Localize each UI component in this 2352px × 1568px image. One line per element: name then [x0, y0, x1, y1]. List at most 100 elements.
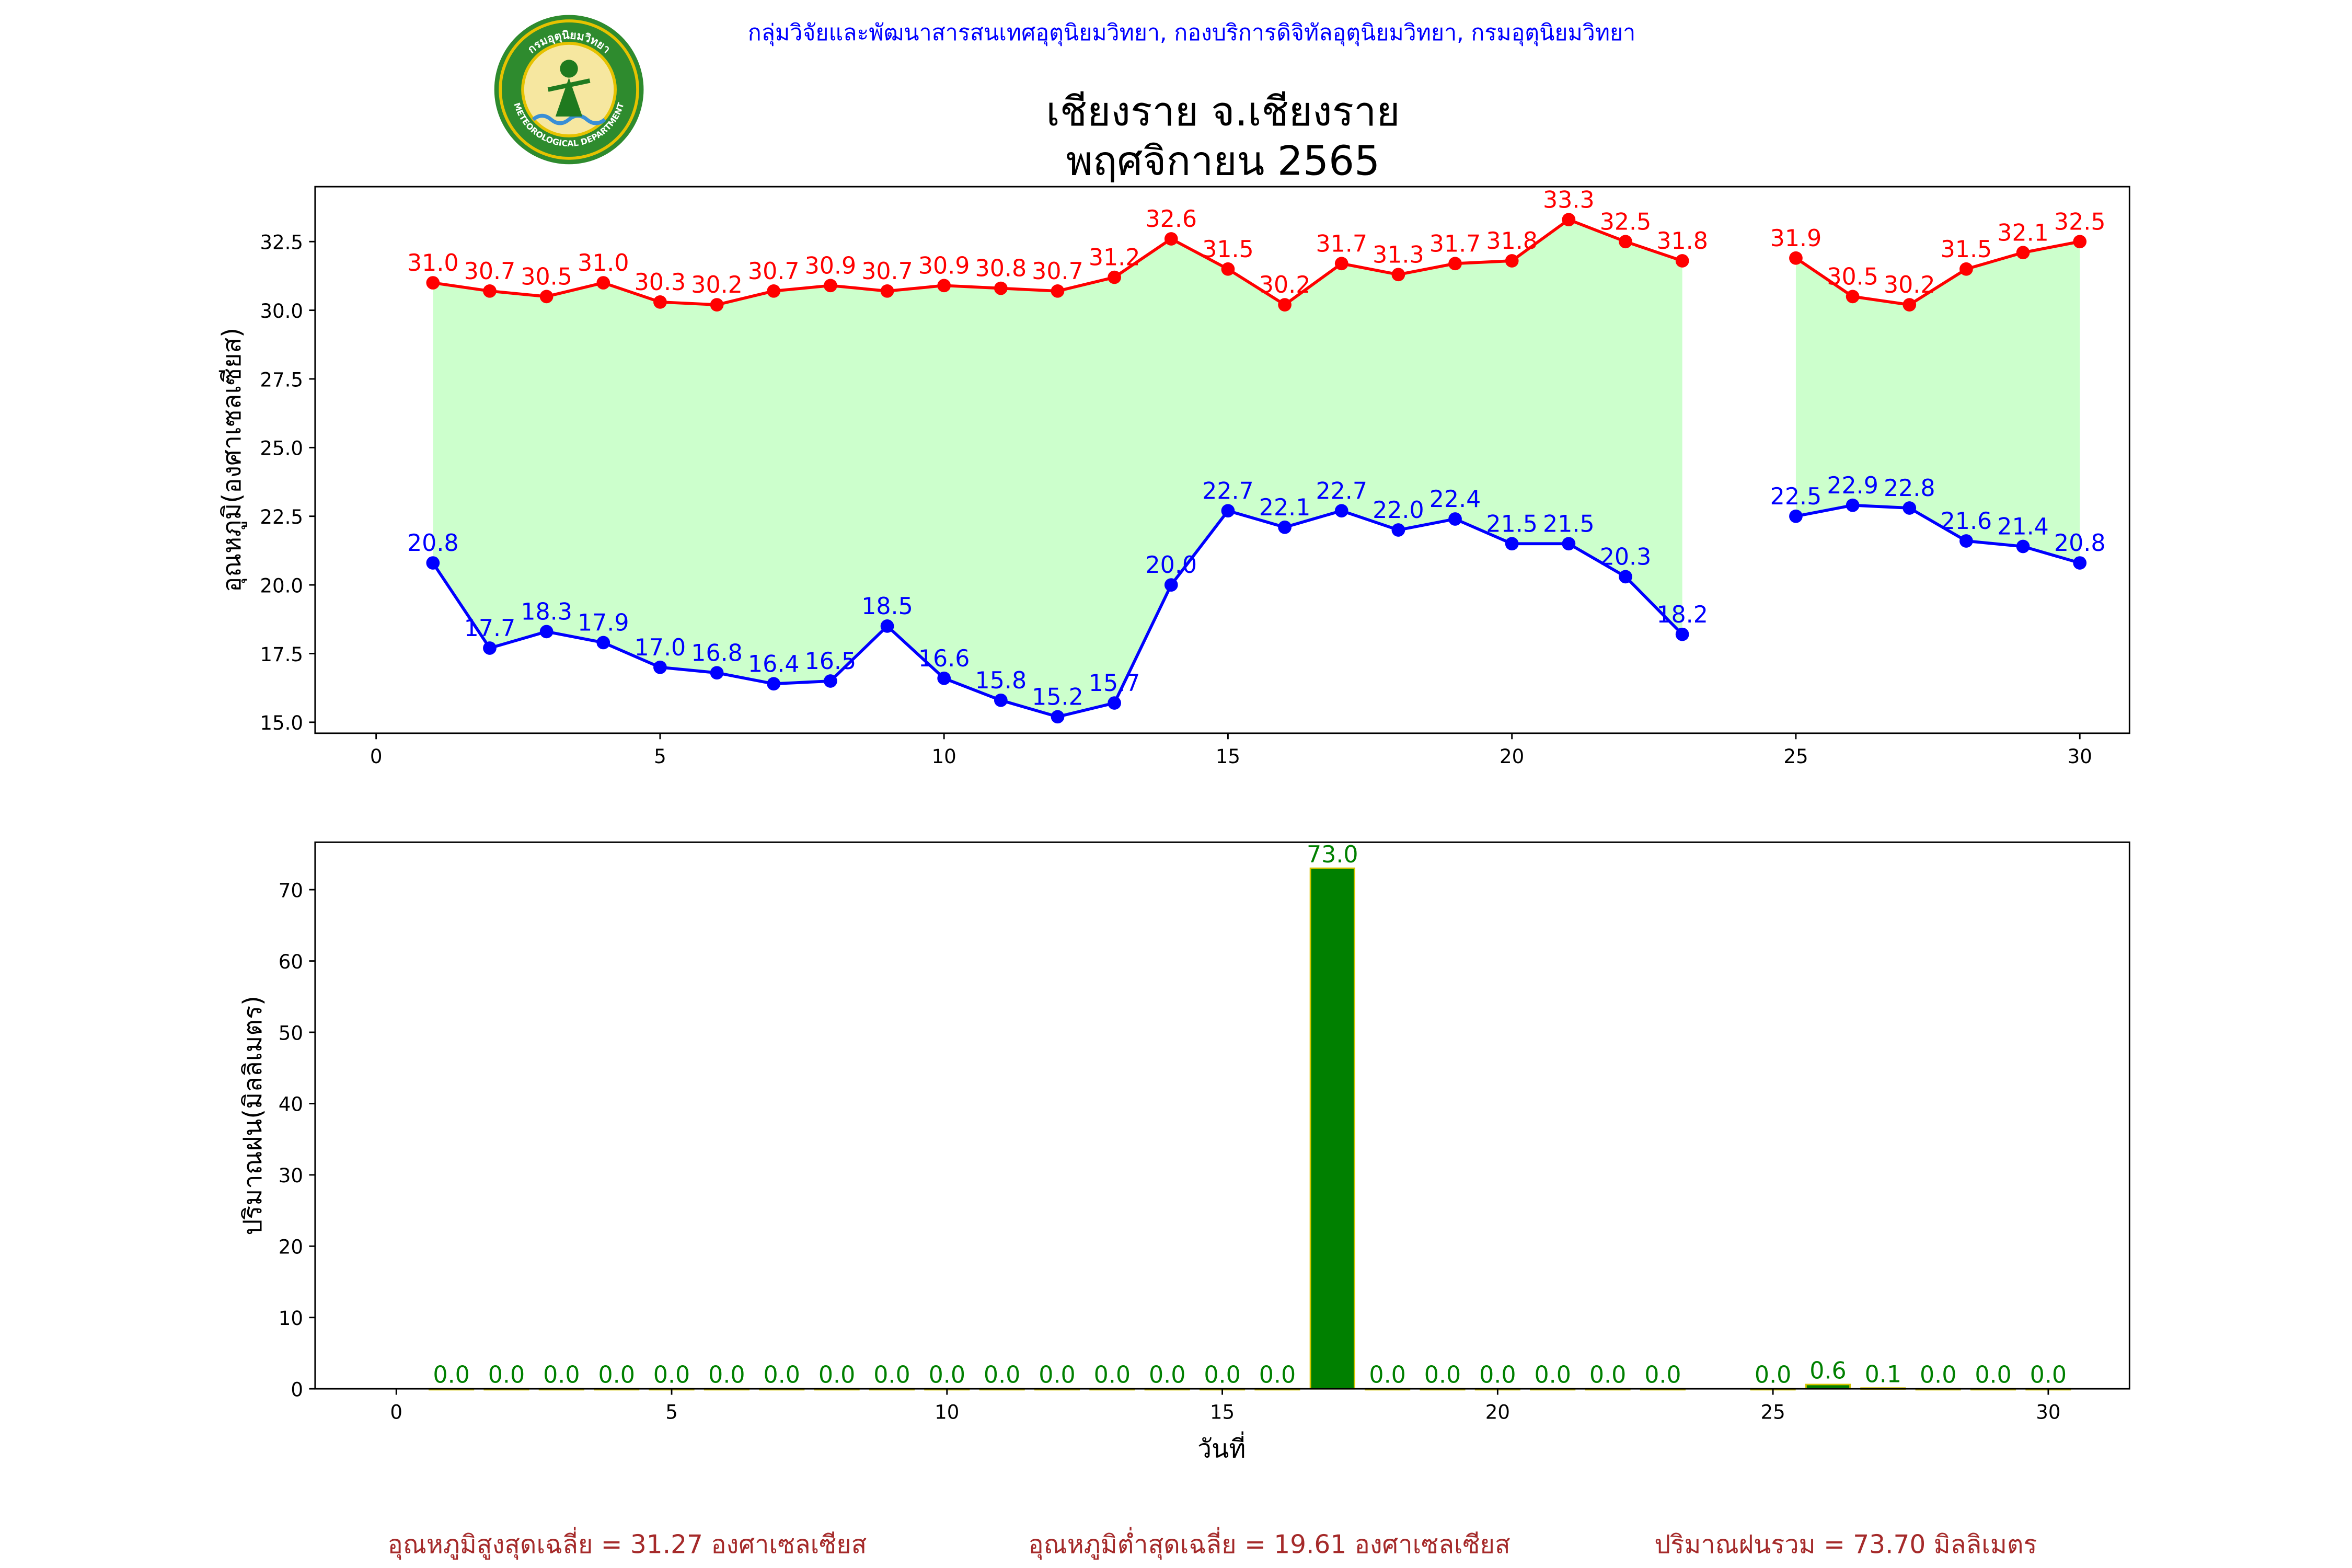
min-temperature-label: 16.5 — [805, 648, 857, 675]
temperature-x-tick-label: 10 — [932, 745, 956, 768]
temperature-x-tick-label: 0 — [370, 745, 383, 768]
total-rainfall: ปริมาณฝนรวม = 73.70 มิลลิเมตร — [1654, 1530, 2037, 1559]
rainfall-label: 0.0 — [1644, 1362, 1681, 1389]
max-temperature-point — [1334, 257, 1348, 271]
rainfall-y-axis-label: ปริมาณฝน(มิลลิเมตร) — [238, 996, 268, 1236]
max-temperature-label: 31.3 — [1373, 241, 1424, 268]
rainfall-label: 0.0 — [1149, 1362, 1185, 1389]
rainfall-label: 0.0 — [433, 1362, 469, 1389]
rainfall-label: 0.0 — [1589, 1362, 1626, 1389]
min-temperature-point — [2073, 556, 2087, 570]
min-temperature-label: 22.0 — [1373, 497, 1424, 524]
min-temperature-label: 22.5 — [1770, 483, 1822, 510]
min-temperature-point — [1164, 578, 1178, 592]
min-temperature-point — [1903, 501, 1917, 515]
min-temperature-label: 16.8 — [691, 640, 743, 666]
max-temperature-point — [1391, 268, 1405, 282]
rainfall-x-tick-label: 5 — [665, 1401, 678, 1423]
temperature-x-tick-label: 5 — [654, 745, 666, 768]
max-temperature-point — [1789, 251, 1803, 265]
average-min-temperature: อุณหภูมิต่ำสุดเฉลี่ย = 19.61 องศาเซลเซีย… — [1029, 1527, 1511, 1560]
rainfall-bar — [1309, 867, 1355, 1390]
max-temperature-label: 32.1 — [1997, 220, 2049, 246]
min-temperature-point — [767, 677, 781, 691]
temperature-y-tick-label: 22.5 — [260, 506, 303, 528]
max-temperature-label: 31.5 — [1202, 236, 1254, 263]
rainfall-label: 0.0 — [1920, 1362, 1956, 1389]
min-temperature-label: 17.9 — [578, 610, 629, 637]
rainfall-y-tick-label: 10 — [279, 1307, 303, 1330]
min-temperature-label: 18.2 — [1656, 602, 1708, 628]
rainfall-label: 0.0 — [2030, 1362, 2067, 1389]
rainfall-y-tick-label: 70 — [279, 879, 303, 902]
max-temperature-label: 33.3 — [1543, 187, 1595, 213]
min-temperature-label: 21.5 — [1543, 511, 1595, 537]
temperature-y-tick-label: 25.0 — [260, 437, 303, 460]
max-temperature-label: 30.2 — [691, 272, 743, 298]
rainfall-y-tick-label: 50 — [279, 1022, 303, 1044]
rainfall-label: 0.0 — [818, 1362, 855, 1389]
max-temperature-point — [1619, 235, 1632, 249]
min-temperature-label: 20.8 — [407, 530, 459, 557]
max-temperature-point — [824, 279, 837, 293]
min-temperature-line — [1795, 503, 2081, 564]
max-temperature-point — [2073, 235, 2087, 249]
min-temperature-label: 20.0 — [1146, 552, 1197, 579]
max-temperature-label: 30.7 — [748, 258, 800, 285]
max-temperature-label: 32.6 — [1146, 206, 1197, 233]
min-temperature-label: 17.0 — [635, 635, 686, 661]
rainfall-label: 0.0 — [1094, 1362, 1131, 1389]
max-temperature-point — [1959, 262, 1973, 276]
min-temperature-point — [994, 693, 1008, 707]
min-temperature-point — [1959, 534, 1973, 548]
min-temperature-label: 22.7 — [1202, 478, 1254, 504]
max-temperature-point — [1846, 290, 1860, 304]
max-temperature-label: 30.9 — [918, 252, 970, 279]
max-temperature-label: 30.5 — [1827, 263, 1878, 290]
rainfall-label: 0.0 — [1479, 1362, 1516, 1389]
max-temperature-label: 30.3 — [635, 269, 686, 296]
min-temperature-point — [539, 625, 554, 639]
max-temperature-label: 31.0 — [407, 250, 459, 276]
min-temperature-point — [1391, 523, 1405, 537]
rainfall-label: 73.0 — [1307, 841, 1358, 868]
rainfall-label: 0.0 — [1259, 1362, 1296, 1389]
min-temperature-point — [1619, 570, 1632, 584]
max-temperature-label: 32.5 — [2054, 209, 2106, 235]
max-temperature-point — [483, 284, 497, 298]
max-temperature-point — [1164, 232, 1178, 246]
temperature-x-tick-label: 30 — [2068, 745, 2092, 768]
min-temperature-point — [1108, 696, 1121, 710]
min-temperature-point — [426, 556, 440, 570]
min-temperature-point — [653, 660, 667, 674]
min-temperature-point — [1278, 520, 1292, 534]
rainfall-y-tick-label: 30 — [279, 1165, 303, 1187]
min-temperature-point — [1334, 504, 1348, 518]
rainfall-x-axis-label: วันที่ — [1197, 1432, 1246, 1464]
max-temperature-label: 31.2 — [1089, 245, 1140, 271]
temperature-y-axis-label: อุณหภูมิ(องศาเซลเซียส) — [217, 328, 247, 592]
min-temperature-label: 22.7 — [1316, 478, 1367, 504]
min-temperature-point — [1846, 498, 1860, 512]
min-temperature-label: 15.2 — [1032, 684, 1083, 710]
max-temperature-label: 31.0 — [578, 250, 629, 276]
min-temperature-label: 18.5 — [861, 593, 913, 620]
min-temperature-label: 15.8 — [975, 667, 1027, 694]
rainfall-label: 0.0 — [1204, 1362, 1240, 1389]
max-temperature-line — [1795, 240, 2080, 307]
min-temperature-point — [483, 641, 497, 655]
temperature-panel: 31.0 20.8 30.7 17.7 30.5 18.3 31.0 17.9 30.3 17.0… — [217, 186, 2130, 768]
max-temperature-point — [426, 276, 440, 290]
max-temperature-point — [1675, 254, 1689, 268]
rainfall-label: 0.0 — [764, 1362, 800, 1389]
max-temperature-label: 31.8 — [1656, 228, 1708, 255]
max-temperature-label: 30.5 — [521, 263, 572, 290]
min-temperature-point — [1505, 537, 1519, 551]
rainfall-label: 0.0 — [543, 1362, 580, 1389]
max-temperature-label: 31.5 — [1941, 236, 1992, 263]
max-temperature-label: 30.7 — [861, 258, 913, 285]
min-temperature-point — [1221, 504, 1235, 518]
station-title: เชียงราย จ.เชียงราย — [1046, 88, 1400, 135]
rainfall-x-tick-label: 15 — [1210, 1401, 1235, 1423]
